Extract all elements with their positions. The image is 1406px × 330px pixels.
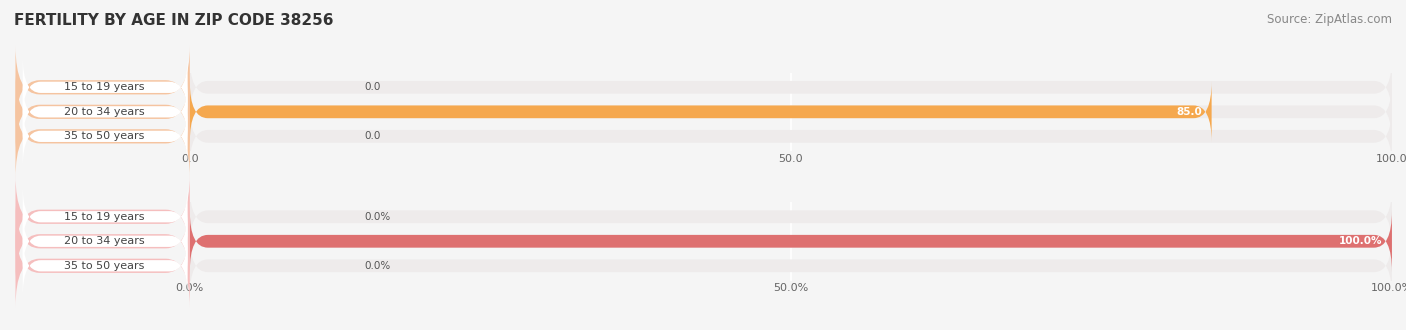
Text: 35 to 50 years: 35 to 50 years bbox=[63, 261, 145, 271]
Text: 35 to 50 years: 35 to 50 years bbox=[63, 131, 145, 141]
Text: FERTILITY BY AGE IN ZIP CODE 38256: FERTILITY BY AGE IN ZIP CODE 38256 bbox=[14, 13, 333, 28]
FancyBboxPatch shape bbox=[15, 175, 190, 259]
Text: 20 to 34 years: 20 to 34 years bbox=[63, 107, 145, 117]
FancyBboxPatch shape bbox=[190, 57, 1392, 118]
FancyBboxPatch shape bbox=[22, 235, 187, 297]
FancyBboxPatch shape bbox=[22, 210, 187, 272]
FancyBboxPatch shape bbox=[22, 185, 187, 248]
Text: 15 to 19 years: 15 to 19 years bbox=[63, 212, 145, 222]
FancyBboxPatch shape bbox=[190, 211, 1392, 272]
Text: 0.0%: 0.0% bbox=[364, 261, 391, 271]
FancyBboxPatch shape bbox=[22, 81, 187, 143]
Text: 15 to 19 years: 15 to 19 years bbox=[63, 82, 145, 92]
FancyBboxPatch shape bbox=[190, 82, 1212, 142]
FancyBboxPatch shape bbox=[190, 235, 1392, 296]
FancyBboxPatch shape bbox=[190, 211, 1392, 272]
Text: 0.0%: 0.0% bbox=[364, 212, 391, 222]
FancyBboxPatch shape bbox=[15, 70, 190, 154]
Text: 100.0%: 100.0% bbox=[1339, 236, 1382, 246]
FancyBboxPatch shape bbox=[190, 186, 1392, 247]
Text: 85.0: 85.0 bbox=[1177, 107, 1202, 117]
Text: 20 to 34 years: 20 to 34 years bbox=[63, 236, 145, 246]
FancyBboxPatch shape bbox=[22, 105, 187, 168]
FancyBboxPatch shape bbox=[190, 106, 1392, 167]
Text: Source: ZipAtlas.com: Source: ZipAtlas.com bbox=[1267, 13, 1392, 26]
FancyBboxPatch shape bbox=[15, 199, 190, 283]
FancyBboxPatch shape bbox=[15, 46, 190, 129]
FancyBboxPatch shape bbox=[190, 82, 1392, 142]
Text: 0.0: 0.0 bbox=[364, 131, 381, 141]
Text: 0.0: 0.0 bbox=[364, 82, 381, 92]
FancyBboxPatch shape bbox=[15, 94, 190, 178]
FancyBboxPatch shape bbox=[15, 224, 190, 308]
FancyBboxPatch shape bbox=[22, 56, 187, 118]
